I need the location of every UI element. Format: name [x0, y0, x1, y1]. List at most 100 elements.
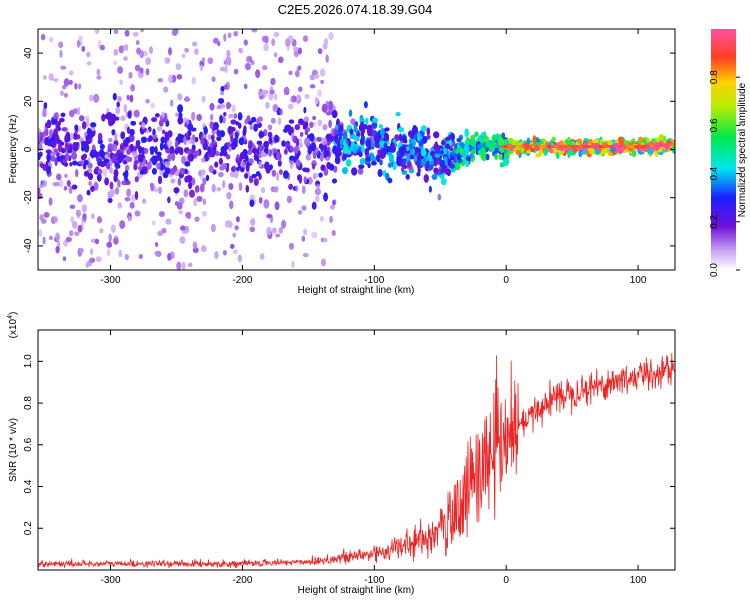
- heatmap-cell: [266, 213, 273, 219]
- heatmap-cell: [70, 216, 75, 223]
- heatmap-cell: [99, 143, 105, 150]
- heatmap-cell: [167, 131, 172, 138]
- heatmap-cell: [438, 166, 442, 175]
- heatmap-cell: [58, 41, 64, 48]
- heatmap-cell: [268, 136, 272, 145]
- heatmap-cell: [323, 237, 328, 243]
- heatmap-cell: [233, 68, 239, 75]
- heatmap-cell: [263, 43, 269, 52]
- heatmap-cell: [152, 168, 157, 175]
- heatmap-cell: [141, 147, 146, 156]
- heatmap-cell: [248, 175, 254, 184]
- heatmap-cell: [81, 46, 86, 52]
- heatmap-cell: [303, 106, 307, 114]
- heatmap-cell: [154, 251, 159, 256]
- heatmap-cell: [175, 63, 182, 71]
- heatmap-cell: [321, 137, 328, 146]
- heatmap-cell: [124, 254, 129, 261]
- heatmap-cell: [390, 142, 395, 150]
- heatmap-cell: [126, 188, 131, 197]
- heatmap-cell: [420, 148, 427, 157]
- heatmap-cell: [255, 69, 261, 78]
- heatmap-cell: [51, 151, 57, 156]
- heatmap-cell: [106, 161, 111, 170]
- heatmap-cell: [330, 204, 335, 210]
- heatmap-cell: [124, 137, 131, 144]
- heatmap-cell: [68, 186, 73, 194]
- heatmap-cell: [142, 198, 147, 204]
- heatmap-cell: [230, 243, 235, 249]
- heatmap-cell: [177, 133, 182, 142]
- heatmap-cell: [78, 83, 82, 90]
- heatmap-cell: [156, 126, 163, 132]
- heatmap-cell: [170, 99, 174, 107]
- heatmap-cell: [71, 184, 78, 190]
- heatmap-cell: [150, 102, 155, 109]
- heatmap-cell: [82, 213, 87, 221]
- heatmap-cell: [167, 252, 172, 261]
- heatmap-cell: [99, 228, 104, 234]
- heatmap-cell: [94, 29, 100, 35]
- heatmap-cell: [444, 166, 448, 174]
- heatmap-cell: [219, 103, 226, 109]
- heatmap-cell: [224, 64, 228, 74]
- heatmap-cell: [184, 47, 189, 53]
- heatmap-cell: [84, 143, 90, 153]
- heatmap-cell: [175, 112, 179, 117]
- heatmap-cell: [349, 128, 354, 135]
- heatmap-cell: [288, 103, 294, 110]
- heatmap-cell: [264, 35, 269, 44]
- heatmap-cell: [149, 46, 153, 54]
- heatmap-cell: [129, 128, 135, 136]
- heatmap-cell: [325, 54, 329, 63]
- heatmap-cell: [210, 113, 214, 121]
- heatmap-cell: [90, 238, 97, 244]
- heatmap-cell: [258, 173, 262, 180]
- heatmap-cell: [155, 242, 159, 247]
- heatmap-cell: [81, 140, 86, 147]
- heatmap-cell: [187, 123, 194, 131]
- heatmap-cell: [267, 131, 273, 138]
- heatmap-cell: [126, 180, 131, 185]
- heatmap-cell: [81, 154, 87, 161]
- heatmap-cell: [295, 159, 301, 167]
- heatmap-cell: [107, 197, 113, 204]
- heatmap-cell: [302, 35, 309, 42]
- heatmap-cell: [147, 137, 152, 142]
- heatmap-cell: [313, 74, 320, 79]
- heatmap-cell: [97, 169, 103, 175]
- heatmap-cell: [367, 128, 373, 137]
- heatmap-cell: [228, 113, 234, 119]
- heatmap-cell: [408, 143, 414, 151]
- heatmap-cell: [226, 141, 231, 147]
- heatmap-cell: [212, 143, 218, 148]
- heatmap-cell: [225, 154, 231, 160]
- heatmap-cell: [406, 145, 410, 152]
- heatmap-cell: [216, 129, 221, 137]
- heatmap-cell: [273, 134, 279, 143]
- heatmap-cell: [242, 128, 247, 136]
- heatmap-cell: [270, 117, 276, 124]
- heatmap-cell: [40, 33, 46, 41]
- heatmap-cell: [54, 158, 58, 166]
- heatmap-cell: [419, 139, 424, 147]
- heatmap-cell: [38, 143, 43, 151]
- chart-title: C2E5.2026.074.18.39.G04: [278, 2, 433, 17]
- heatmap-cell: [382, 170, 387, 177]
- heatmap-cell: [225, 56, 230, 64]
- heatmap-cell: [45, 149, 52, 154]
- heatmap-cell: [273, 52, 278, 58]
- heatmap-cell: [158, 175, 162, 185]
- heatmap-cell: [310, 142, 317, 152]
- heatmap-cell: [73, 133, 78, 140]
- heatmap-cell: [38, 187, 41, 194]
- heatmap-cell: [181, 155, 186, 165]
- heatmap-cell: [88, 181, 92, 186]
- heatmap-cell: [312, 149, 317, 158]
- heatmap-cell: [120, 115, 126, 121]
- heatmap-cell: [275, 233, 281, 238]
- heatmap-cell: [302, 185, 306, 194]
- heatmap-cell: [277, 160, 282, 167]
- heatmap-cell: [129, 94, 134, 103]
- heatmap-cell: [248, 56, 253, 63]
